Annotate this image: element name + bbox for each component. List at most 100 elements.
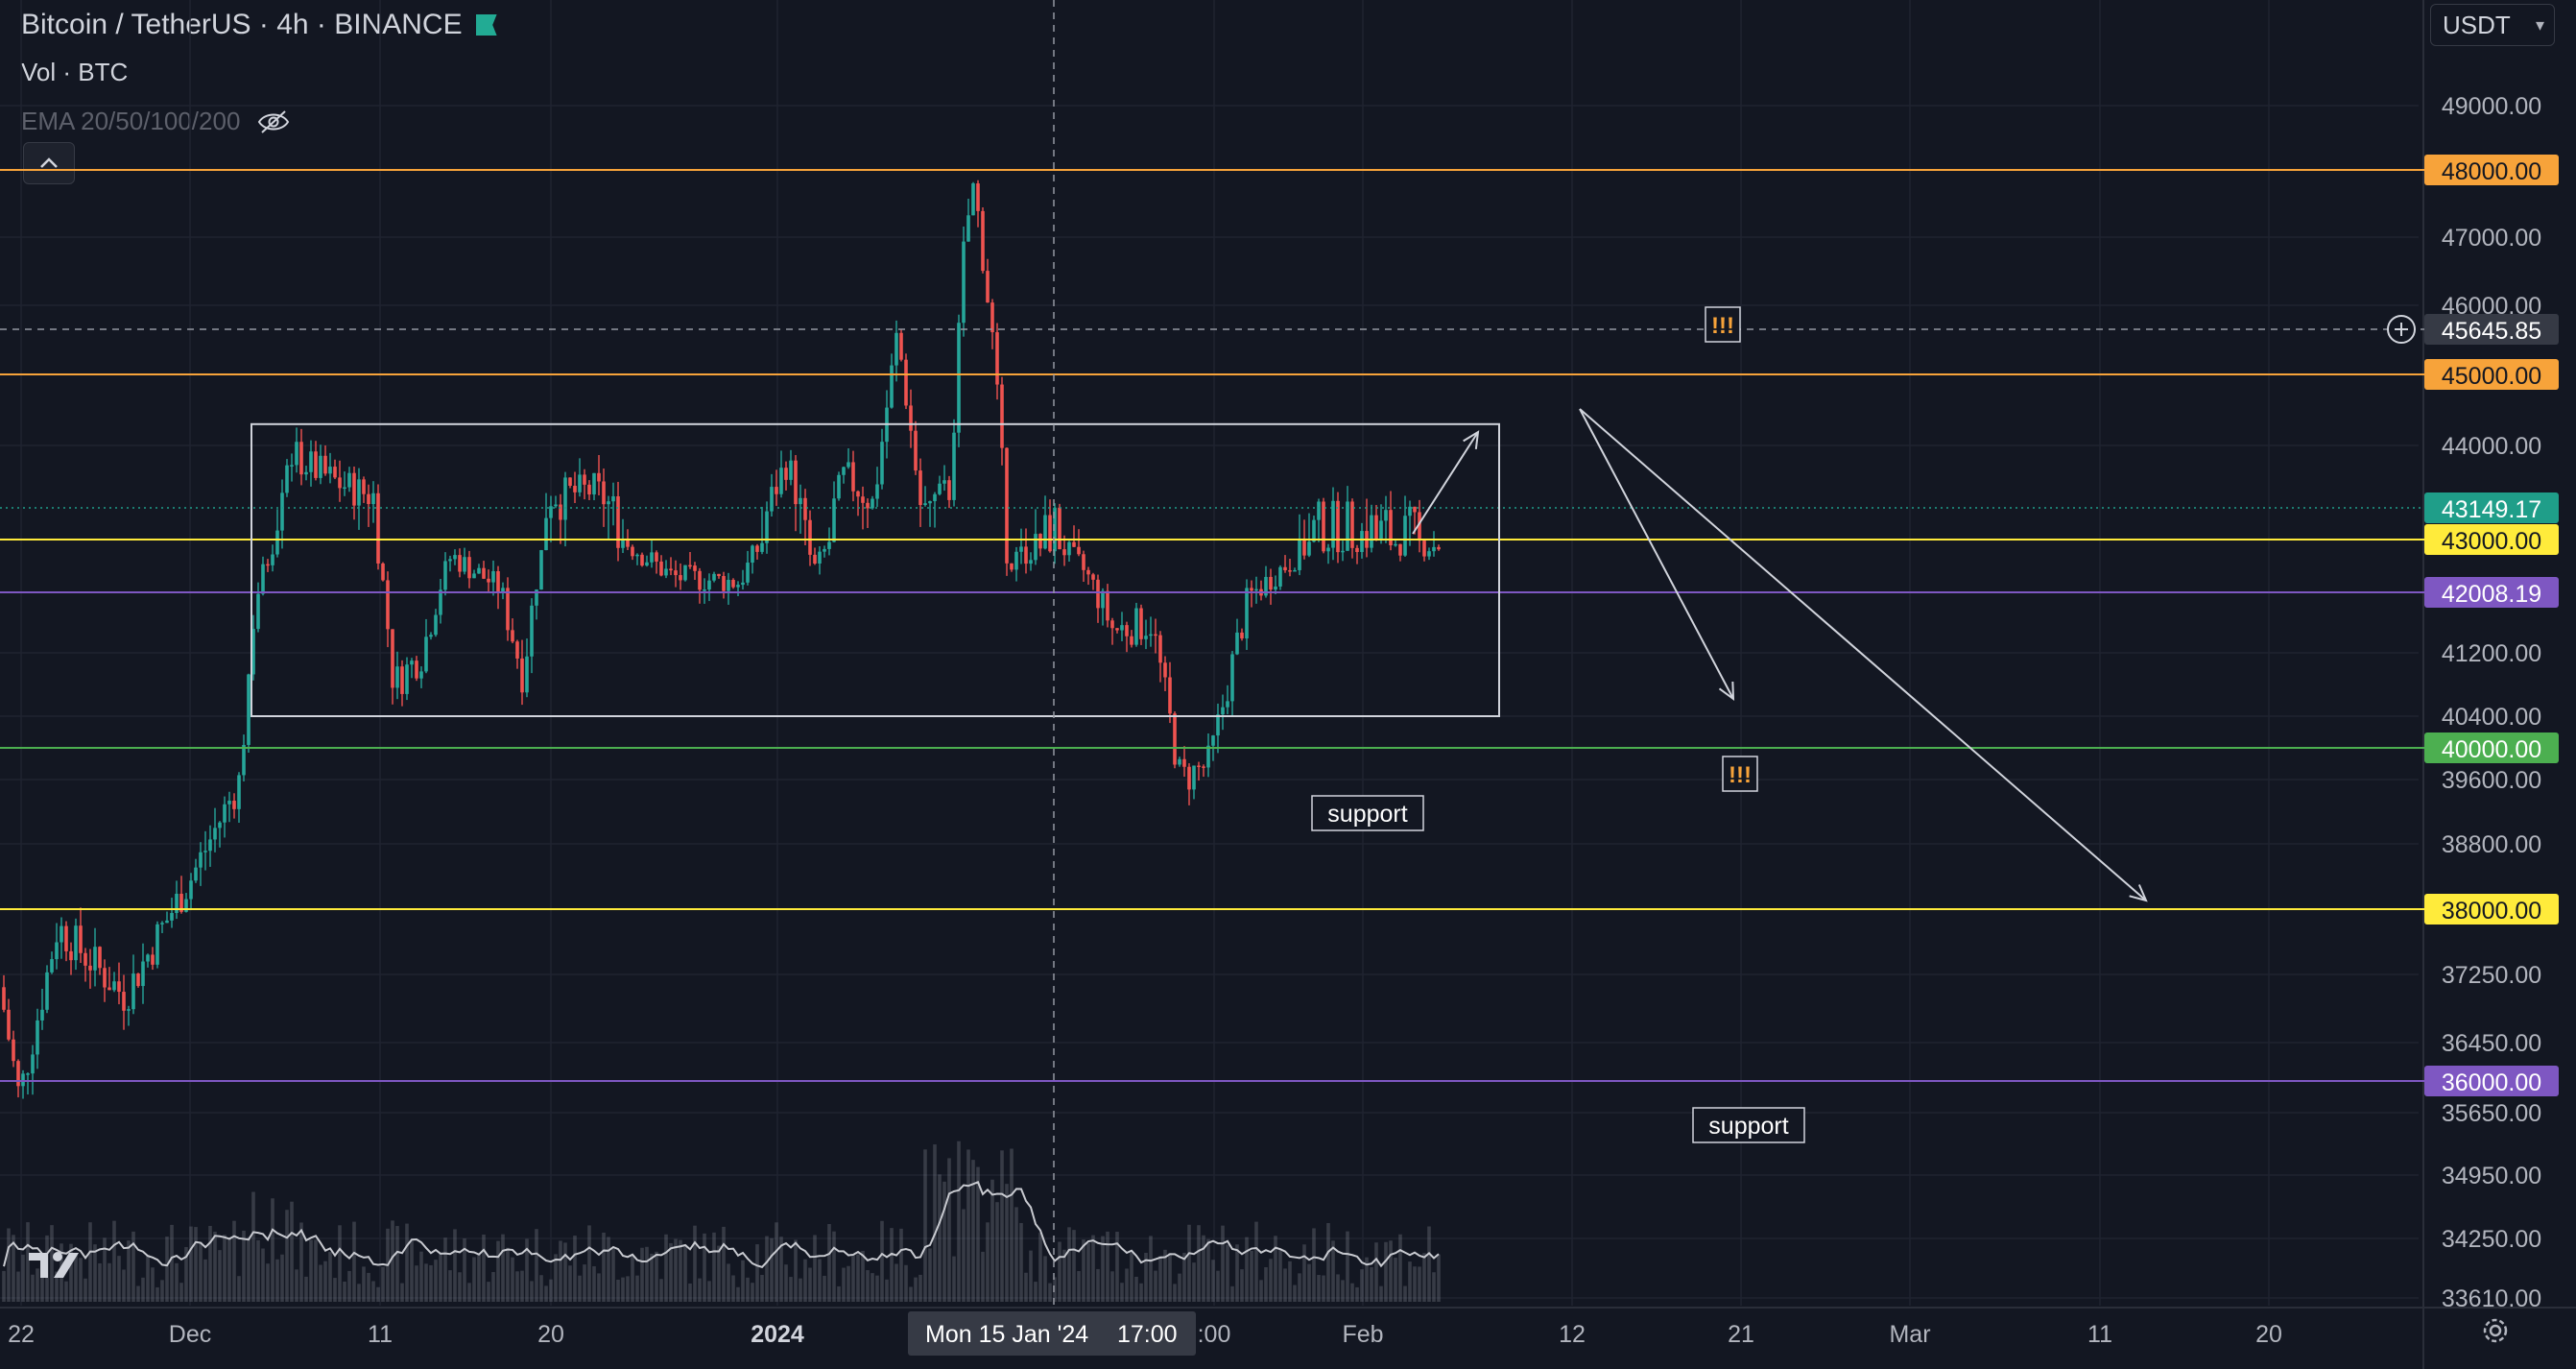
volume-bar [847, 1265, 850, 1302]
candle-body [290, 465, 294, 467]
volume-bar [2, 1270, 6, 1302]
volume-bar [237, 1276, 241, 1302]
candle-body [1077, 546, 1081, 555]
candle-body [746, 563, 750, 583]
volume-bar [957, 1141, 961, 1302]
volume-bar [664, 1234, 668, 1302]
candle-body [1317, 501, 1321, 520]
candle-body [731, 579, 735, 588]
candle-body [966, 215, 970, 242]
currency-value: USDT [2443, 10, 2511, 39]
candle-body [808, 519, 812, 555]
tradingview-logo-icon [29, 1252, 79, 1278]
x-tick-label: 22 [8, 1321, 35, 1348]
volume-bar [1432, 1272, 1436, 1302]
candle-body [679, 575, 682, 581]
volume-bar [1326, 1223, 1330, 1302]
volume-bar [722, 1226, 726, 1302]
volume-bar [184, 1246, 188, 1302]
candle-body [554, 504, 558, 507]
candle-body [1370, 515, 1373, 548]
volume-bar [448, 1270, 452, 1302]
candle-body [894, 332, 898, 366]
volume-bars [2, 1141, 1441, 1302]
volume-bar [1082, 1239, 1085, 1302]
candle-body [1110, 620, 1114, 629]
candle-body [539, 550, 543, 590]
volume-bar [947, 1158, 951, 1302]
candle-body [179, 893, 183, 912]
candle-body [136, 973, 140, 987]
volume-bar [986, 1222, 990, 1302]
candle-body [1101, 590, 1105, 609]
volume-bar [1250, 1250, 1253, 1302]
candle-body [1000, 384, 1004, 448]
tradingview-logo[interactable] [27, 1244, 88, 1292]
candle-body [242, 744, 246, 776]
volume-bar [376, 1286, 380, 1302]
volume-bar [770, 1237, 774, 1302]
volume-bar [688, 1283, 692, 1302]
volume-bar [323, 1261, 327, 1302]
ema-legend[interactable]: EMA 20/50/100/200 [21, 107, 497, 136]
volume-bar [1274, 1236, 1277, 1302]
volume-bar [1024, 1272, 1028, 1302]
collapse-legend-button[interactable] [23, 142, 75, 184]
volume-legend[interactable]: Vol · BTC [21, 58, 129, 86]
candle-body [1360, 531, 1364, 552]
volume-bar [16, 1271, 20, 1302]
volume-bar [151, 1267, 155, 1302]
x-tick-label: 20 [2255, 1321, 2282, 1348]
candle-body [698, 570, 702, 590]
candle-body [218, 822, 222, 829]
candle-body [472, 573, 476, 579]
volume-bar [1029, 1250, 1033, 1302]
candle-body [962, 241, 966, 324]
candle-body [367, 493, 370, 505]
volume-bar [899, 1228, 903, 1302]
candle-body [1154, 634, 1157, 636]
volume-bar [918, 1274, 922, 1302]
gear-icon[interactable] [2480, 1315, 2511, 1346]
candle-body [400, 666, 404, 694]
symbol-title[interactable]: Bitcoin / TetherUS · 4h · BINANCE [21, 9, 463, 40]
candle-body [357, 479, 361, 506]
volume-bar [990, 1179, 994, 1302]
volume-bar [885, 1279, 889, 1302]
candle-body [60, 925, 63, 943]
volume-bar [1197, 1225, 1201, 1302]
candle-body [405, 664, 409, 694]
volume-bar [1427, 1226, 1431, 1302]
candle-body [607, 501, 610, 505]
candle-body [1216, 714, 1220, 736]
candle-body [189, 880, 193, 900]
candle-body [83, 952, 87, 966]
volume-bar [415, 1265, 418, 1302]
volume-bar [1293, 1285, 1297, 1302]
candle-body [544, 517, 548, 551]
currency-select[interactable]: USDT ▾ [2430, 4, 2555, 46]
volume-bar [1278, 1248, 1282, 1302]
candle-body [1072, 541, 1076, 547]
candle-body [741, 582, 745, 586]
volume-bar [127, 1240, 131, 1302]
volume-bar [141, 1277, 145, 1302]
candle-body [319, 455, 322, 478]
y-tick-label: 37250.00 [2442, 962, 2541, 989]
eye-off-icon[interactable] [257, 109, 290, 134]
candle-body [1197, 765, 1201, 767]
volume-bar [93, 1244, 97, 1302]
volume-bar [1317, 1275, 1321, 1302]
volume-bar [904, 1264, 908, 1302]
candle-body [107, 987, 111, 991]
volume-bar [285, 1210, 289, 1302]
volume-bar [280, 1254, 284, 1302]
candle-body [736, 585, 740, 588]
volume-bar [842, 1267, 846, 1302]
candle-body [79, 925, 83, 953]
volume-bar [443, 1237, 447, 1302]
candle-body [1221, 707, 1225, 715]
candle-body [909, 405, 913, 431]
volume-bar [1322, 1275, 1325, 1302]
